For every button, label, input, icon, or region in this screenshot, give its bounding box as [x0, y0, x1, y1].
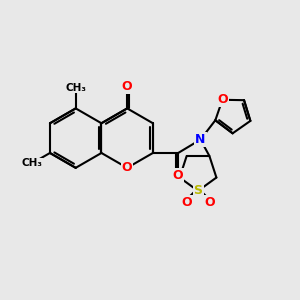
Text: O: O [204, 196, 215, 209]
Text: S: S [194, 184, 202, 197]
Text: CH₃: CH₃ [65, 82, 86, 93]
Text: O: O [122, 80, 133, 93]
Text: O: O [122, 161, 133, 174]
Text: O: O [217, 93, 228, 106]
Text: N: N [195, 133, 206, 146]
Text: CH₃: CH₃ [21, 158, 42, 168]
Text: O: O [173, 169, 184, 182]
Text: O: O [181, 196, 192, 209]
